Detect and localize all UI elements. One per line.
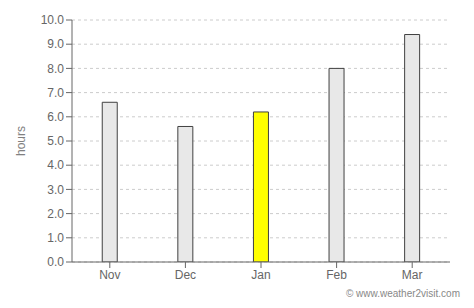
svg-text:Feb: Feb [326, 268, 347, 282]
svg-text:4.0: 4.0 [47, 158, 64, 172]
svg-text:5.0: 5.0 [47, 134, 64, 148]
svg-text:Nov: Nov [99, 268, 120, 282]
svg-text:9.0: 9.0 [47, 37, 64, 51]
svg-text:10.0: 10.0 [41, 13, 65, 27]
svg-text:1.0: 1.0 [47, 231, 64, 245]
svg-text:2.0: 2.0 [47, 207, 64, 221]
svg-text:Mar: Mar [402, 268, 423, 282]
svg-text:Dec: Dec [175, 268, 196, 282]
svg-text:0.0: 0.0 [47, 255, 64, 269]
svg-text:7.0: 7.0 [47, 86, 64, 100]
svg-text:hours: hours [14, 126, 28, 156]
svg-text:8.0: 8.0 [47, 62, 64, 76]
svg-text:3.0: 3.0 [47, 183, 64, 197]
svg-text:Jan: Jan [251, 268, 270, 282]
svg-text:6.0: 6.0 [47, 110, 64, 124]
html-text:© www.weather2visit.com: © www.weather2visit.com [345, 288, 460, 299]
